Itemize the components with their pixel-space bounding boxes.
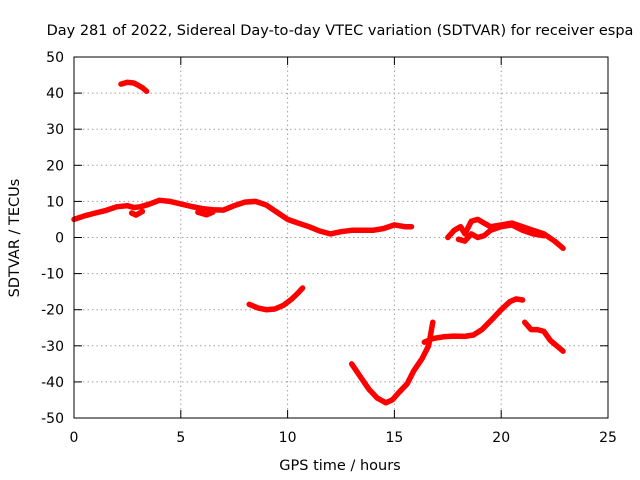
y-tick-label: -30 [41, 339, 64, 355]
x-tick-label: 25 [599, 430, 617, 446]
x-tick-label: 20 [492, 430, 510, 446]
series-line-segment-3 [128, 208, 146, 218]
x-tick-label: 0 [70, 430, 79, 446]
y-tick-label: -20 [41, 303, 64, 319]
x-tick-label: 5 [176, 430, 185, 446]
chart-title: Day 281 of 2022, Sidereal Day-to-day VTE… [47, 23, 634, 39]
y-tick-label: -10 [41, 267, 64, 283]
ticks [73, 56, 609, 419]
y-tick-label: 20 [46, 158, 64, 174]
y-tick-label: 40 [46, 86, 64, 102]
y-tick-label: -50 [41, 411, 64, 427]
series-line-segment-8 [348, 319, 436, 406]
y-tick-label: -40 [41, 375, 64, 391]
series-line-segment-7 [246, 285, 306, 313]
series-line-segment-9 [421, 296, 526, 345]
x-axis-label: GPS time / hours [279, 458, 400, 474]
x-tick-label: 10 [279, 430, 297, 446]
x-tick-labels: 0 5 10 15 20 25 [70, 430, 617, 446]
series-line-segment-10 [521, 319, 566, 354]
series-line-segment-6 [455, 222, 547, 244]
y-axis-label: SDTVAR / TECUs [7, 179, 23, 298]
series-line-segment-2 [71, 197, 415, 237]
y-tick-label: 50 [46, 50, 64, 66]
y-tick-label: 10 [46, 194, 64, 210]
y-tick-label: 30 [46, 122, 64, 138]
grid [74, 57, 608, 418]
series-line-segment-4 [195, 209, 216, 218]
series-group [71, 79, 566, 406]
series-line-segment-1 [118, 79, 150, 95]
y-tick-label: 0 [55, 231, 64, 247]
y-tick-labels: -50 -40 -30 -20 -10 0 10 20 30 40 50 [41, 50, 64, 427]
x-tick-label: 15 [385, 430, 403, 446]
